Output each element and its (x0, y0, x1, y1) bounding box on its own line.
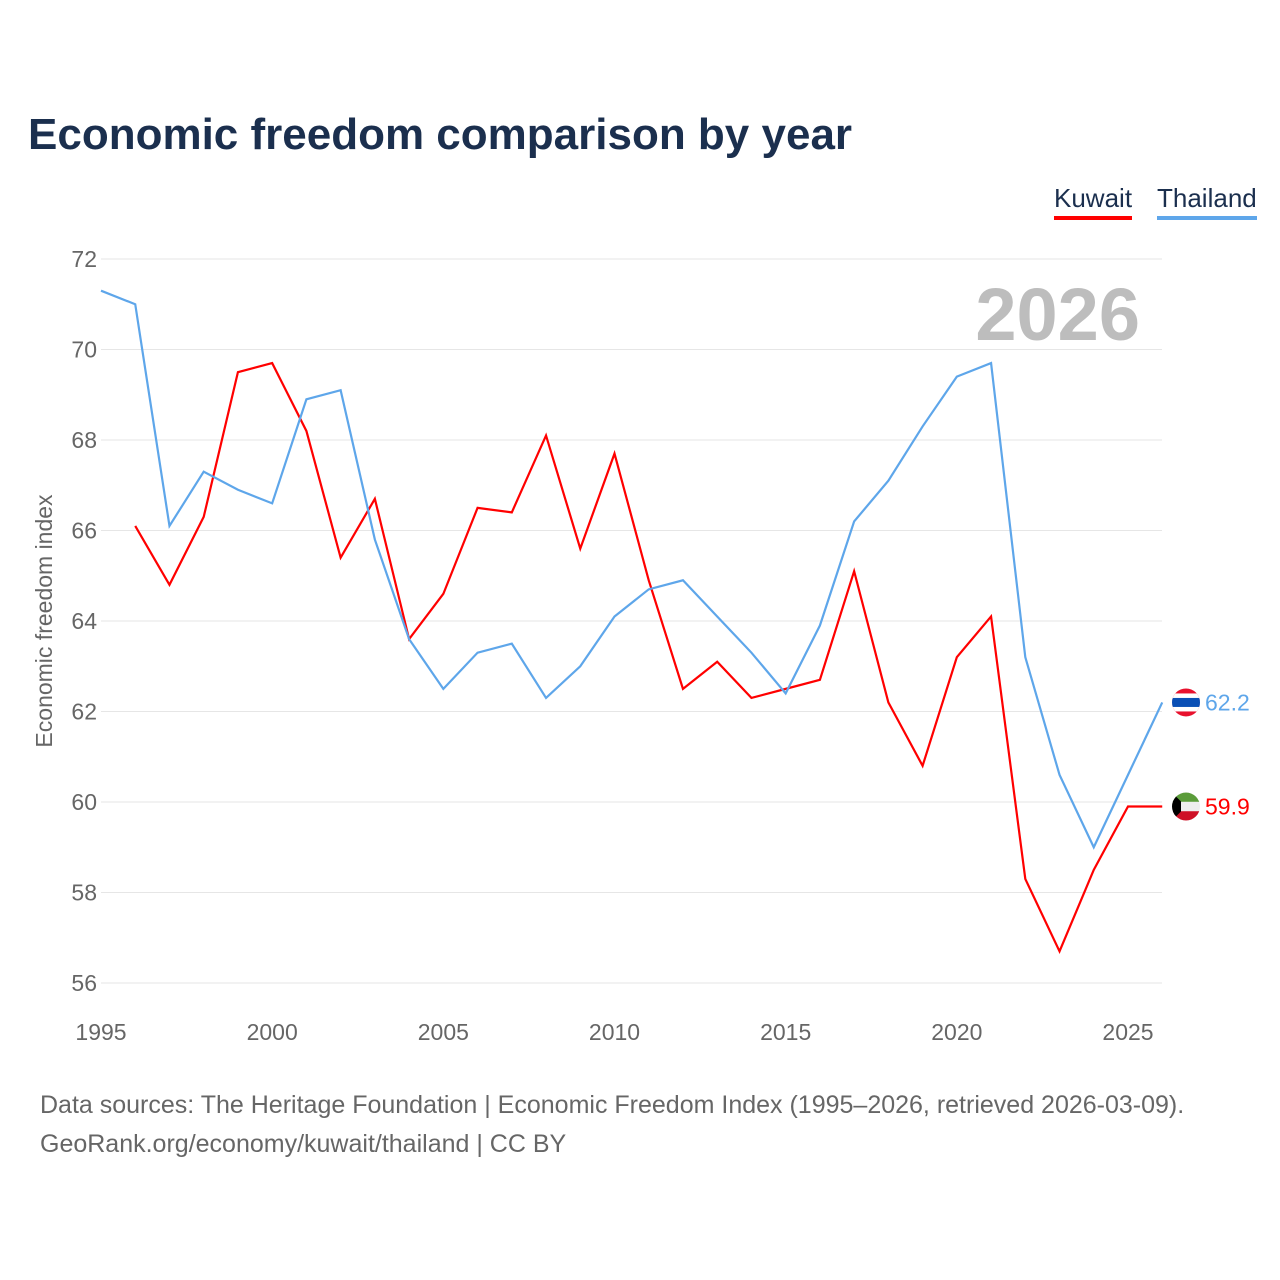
y-tick-label: 60 (71, 789, 97, 815)
series-line-thailand (100, 289, 1164, 850)
x-tick-label: 1995 (75, 1019, 126, 1045)
series-line-kuwait (134, 361, 1163, 955)
y-tick-label: 72 (71, 246, 97, 272)
end-label-thailand: 62.2 (1205, 689, 1250, 715)
x-tick-label: 2015 (760, 1019, 811, 1045)
footer-sources: Data sources: The Heritage Foundation | … (40, 1091, 1185, 1119)
x-tick-label: 2020 (931, 1019, 982, 1045)
x-tick-label: 2005 (418, 1019, 469, 1045)
y-tick-label: 62 (71, 699, 97, 725)
x-tick-label: 2025 (1102, 1019, 1153, 1045)
kuwait-flag-icon (1172, 792, 1200, 821)
x-tick-label: 2000 (247, 1019, 298, 1045)
footer: Data sources: The Heritage Foundation | … (40, 1086, 1184, 1164)
end-label-kuwait: 59.9 (1205, 794, 1250, 820)
y-tick-label: 68 (71, 427, 97, 453)
y-tick-label: 66 (71, 518, 97, 544)
year-watermark: 2026 (975, 273, 1140, 356)
legend-kuwait[interactable]: Kuwait (1054, 183, 1133, 220)
y-tick-label: 70 (71, 337, 97, 363)
chart-title: Economic freedom comparison by year (28, 110, 853, 159)
x-tick-label: 2010 (589, 1019, 640, 1045)
y-axis-label: Economic freedom index (31, 494, 57, 748)
thailand-flag-icon (1172, 688, 1200, 717)
legend-thailand[interactable]: Thailand (1157, 183, 1257, 220)
y-tick-label: 58 (71, 880, 97, 906)
footer-credit[interactable]: GeoRank.org/economy/kuwait/thailand | CC… (40, 1130, 567, 1158)
y-tick-label: 56 (71, 970, 97, 996)
y-tick-label: 64 (71, 608, 97, 634)
